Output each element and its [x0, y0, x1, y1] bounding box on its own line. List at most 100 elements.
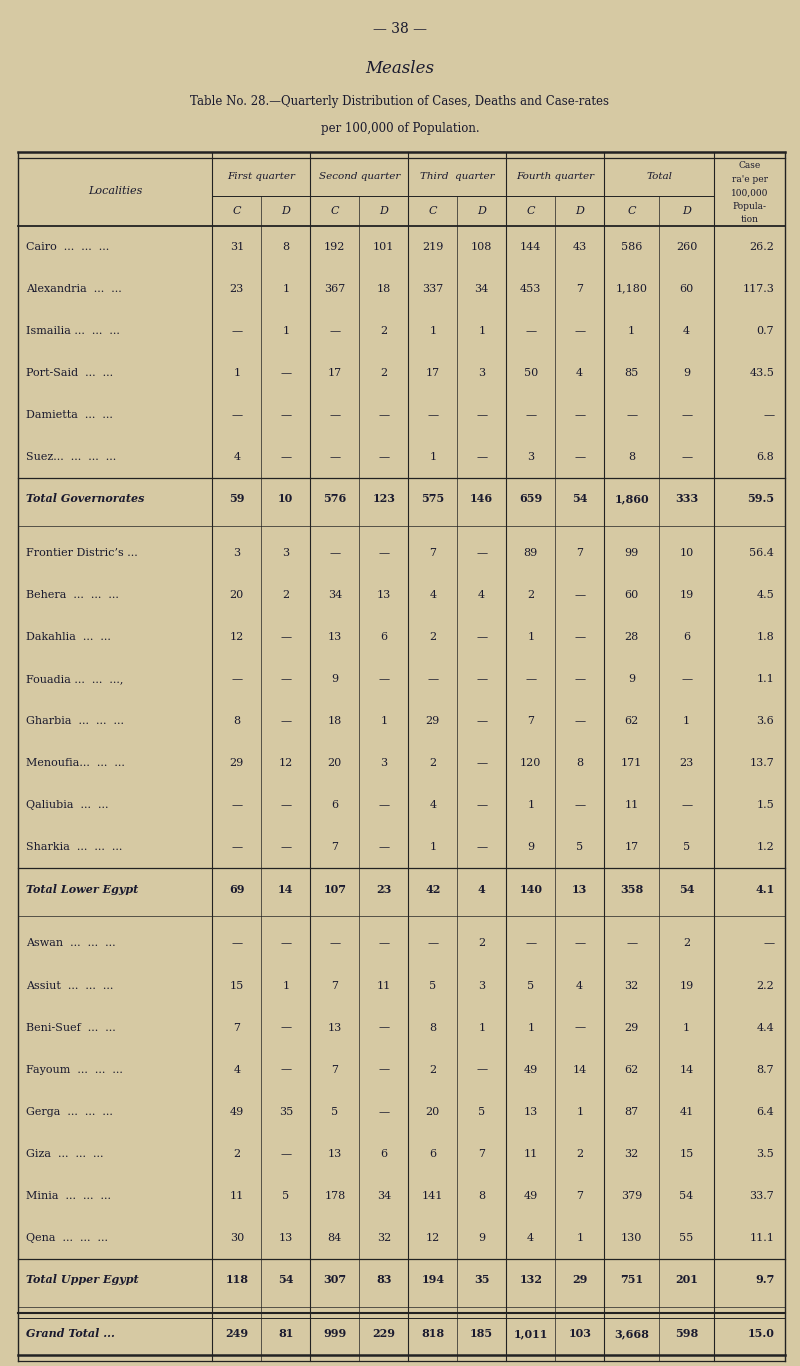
Text: 8.7: 8.7: [757, 1064, 774, 1075]
Text: 140: 140: [519, 884, 542, 895]
Text: 2: 2: [429, 1064, 436, 1075]
Text: —: —: [231, 673, 242, 684]
Text: 28: 28: [625, 632, 639, 642]
Text: —: —: [626, 938, 638, 948]
Text: 4: 4: [683, 325, 690, 336]
Text: 1,011: 1,011: [514, 1329, 548, 1340]
Text: 13.7: 13.7: [750, 758, 774, 768]
Text: 144: 144: [520, 242, 542, 251]
Text: 56.4: 56.4: [750, 548, 774, 557]
Text: 13: 13: [278, 1233, 293, 1243]
Text: —: —: [280, 673, 291, 684]
Text: —: —: [476, 716, 487, 727]
Text: — 38 —: — 38 —: [373, 22, 427, 36]
Text: 7: 7: [234, 1023, 240, 1033]
Text: —: —: [280, 452, 291, 462]
Text: C: C: [526, 205, 535, 216]
Text: 13: 13: [328, 1023, 342, 1033]
Text: C: C: [330, 205, 339, 216]
Text: 1,860: 1,860: [614, 493, 649, 504]
Text: 13: 13: [572, 884, 587, 895]
Text: 1.5: 1.5: [757, 800, 774, 810]
Text: 5: 5: [576, 843, 583, 852]
Text: 201: 201: [675, 1274, 698, 1285]
Text: 598: 598: [675, 1329, 698, 1340]
Text: 6: 6: [429, 1149, 436, 1158]
Text: 2: 2: [576, 1149, 583, 1158]
Text: 1: 1: [282, 284, 290, 294]
Text: —: —: [574, 410, 586, 419]
Text: 7: 7: [576, 284, 583, 294]
Text: 60: 60: [679, 284, 694, 294]
Text: 4: 4: [527, 1233, 534, 1243]
Text: —: —: [476, 452, 487, 462]
Text: 100,000: 100,000: [731, 189, 768, 198]
Text: 8: 8: [478, 1191, 486, 1201]
Text: 30: 30: [230, 1233, 244, 1243]
Text: —: —: [231, 938, 242, 948]
Text: 1: 1: [429, 452, 436, 462]
Text: First quarter: First quarter: [227, 172, 295, 182]
Text: 1: 1: [282, 325, 290, 336]
Text: 34: 34: [328, 590, 342, 600]
Text: 576: 576: [323, 493, 346, 504]
Text: 1: 1: [234, 367, 240, 378]
Text: 4: 4: [576, 981, 583, 990]
Text: Port-Said  ...  ...: Port-Said ... ...: [26, 367, 113, 378]
Text: —: —: [378, 800, 390, 810]
Text: 20: 20: [328, 758, 342, 768]
Text: 108: 108: [471, 242, 493, 251]
Text: —: —: [378, 1023, 390, 1033]
Text: —: —: [574, 716, 586, 727]
Text: —: —: [525, 673, 536, 684]
Text: 1: 1: [628, 325, 635, 336]
Text: 141: 141: [422, 1191, 443, 1201]
Text: 18: 18: [377, 284, 391, 294]
Text: 11: 11: [625, 800, 639, 810]
Text: —: —: [574, 1023, 586, 1033]
Text: 659: 659: [519, 493, 542, 504]
Text: 123: 123: [372, 493, 395, 504]
Text: 55: 55: [679, 1233, 694, 1243]
Text: Third  quarter: Third quarter: [420, 172, 494, 182]
Text: 1.8: 1.8: [757, 632, 774, 642]
Text: 1,180: 1,180: [616, 284, 648, 294]
Text: —: —: [280, 410, 291, 419]
Text: 9.7: 9.7: [755, 1274, 774, 1285]
Text: 11: 11: [524, 1149, 538, 1158]
Text: 453: 453: [520, 284, 542, 294]
Text: —: —: [330, 410, 340, 419]
Text: 18: 18: [328, 716, 342, 727]
Text: —: —: [231, 325, 242, 336]
Text: —: —: [476, 410, 487, 419]
Text: —: —: [231, 410, 242, 419]
Text: 5: 5: [282, 1191, 290, 1201]
Text: 333: 333: [675, 493, 698, 504]
Text: D: D: [682, 205, 691, 216]
Text: 62: 62: [625, 1064, 639, 1075]
Text: 19: 19: [679, 981, 694, 990]
Text: —: —: [681, 410, 692, 419]
Text: —: —: [525, 325, 536, 336]
Text: 185: 185: [470, 1329, 494, 1340]
Text: —: —: [574, 800, 586, 810]
Text: 19: 19: [679, 590, 694, 600]
Text: 32: 32: [625, 981, 639, 990]
Text: 11.1: 11.1: [750, 1233, 774, 1243]
Text: 3: 3: [478, 981, 486, 990]
Text: 13: 13: [377, 590, 391, 600]
Text: C: C: [233, 205, 241, 216]
Text: 1: 1: [429, 843, 436, 852]
Text: 7: 7: [331, 1064, 338, 1075]
Text: —: —: [476, 843, 487, 852]
Text: 8: 8: [429, 1023, 436, 1033]
Text: —: —: [330, 548, 340, 557]
Text: —: —: [763, 938, 774, 948]
Text: 1: 1: [527, 800, 534, 810]
Text: —: —: [378, 452, 390, 462]
Text: 3: 3: [380, 758, 387, 768]
Text: Localities: Localities: [88, 186, 142, 195]
Text: 1: 1: [527, 1023, 534, 1033]
Text: Minia  ...  ...  ...: Minia ... ... ...: [26, 1191, 111, 1201]
Text: 7: 7: [576, 548, 583, 557]
